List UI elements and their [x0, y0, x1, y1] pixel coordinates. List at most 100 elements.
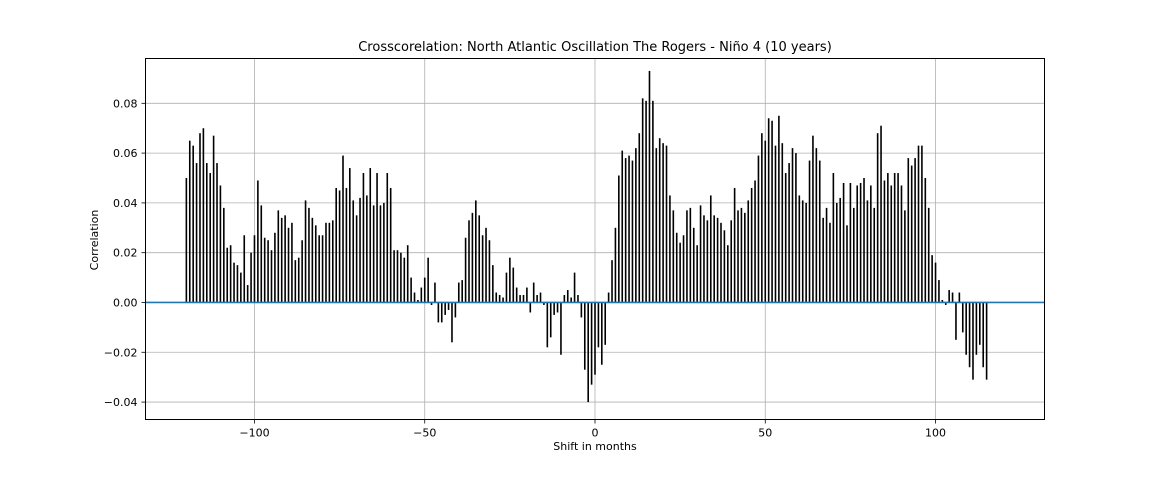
bar — [430, 302, 433, 305]
bar — [427, 257, 429, 303]
bar — [904, 210, 906, 303]
bar — [863, 178, 865, 303]
bar — [818, 160, 821, 303]
bar — [771, 120, 773, 303]
bar — [509, 257, 511, 303]
bar — [805, 202, 807, 303]
bar — [505, 272, 508, 303]
bar — [423, 277, 426, 303]
bar — [846, 225, 848, 303]
bar — [400, 252, 402, 303]
y-tick-label: −0.04 — [104, 396, 138, 409]
bar — [985, 302, 988, 380]
bar — [686, 210, 688, 303]
bar — [546, 302, 549, 348]
bar — [876, 133, 879, 303]
bar — [277, 210, 280, 303]
bar — [944, 302, 947, 305]
bar — [199, 133, 201, 303]
bar — [604, 302, 607, 345]
bar — [808, 160, 811, 303]
bar — [345, 187, 348, 303]
bar — [495, 292, 498, 303]
bar — [982, 302, 985, 368]
bar — [611, 260, 613, 303]
bar — [767, 118, 770, 303]
bar — [692, 227, 695, 303]
bar — [570, 297, 572, 303]
bar — [577, 295, 579, 303]
bar — [471, 212, 474, 303]
bar — [447, 302, 450, 310]
y-tick-label: 0.00 — [113, 296, 138, 309]
bar — [859, 182, 862, 303]
bar — [226, 247, 229, 303]
bar — [747, 200, 750, 303]
bar — [689, 207, 692, 303]
bar — [924, 178, 927, 303]
bar — [291, 222, 293, 303]
bar — [417, 299, 419, 303]
bar — [461, 280, 463, 303]
bar — [720, 222, 722, 303]
bar — [938, 280, 940, 303]
bar — [515, 287, 518, 303]
bar — [338, 190, 341, 303]
bar — [185, 178, 188, 303]
bar — [192, 145, 194, 303]
bar — [853, 207, 855, 303]
bar — [216, 163, 218, 303]
bar — [910, 165, 913, 303]
bar — [842, 182, 845, 303]
x-tick-label: 100 — [925, 427, 946, 440]
bar — [413, 292, 416, 303]
bar — [280, 217, 283, 303]
bar — [618, 175, 620, 303]
bar — [662, 143, 664, 303]
bar — [454, 302, 457, 318]
bar — [325, 222, 327, 303]
bar — [257, 180, 259, 303]
bar — [972, 302, 974, 380]
y-tick-label: 0.06 — [113, 147, 138, 160]
bar — [665, 145, 668, 303]
bar — [744, 212, 746, 303]
bar — [815, 148, 818, 303]
bar — [801, 200, 804, 303]
y-tick-label: 0.02 — [113, 247, 138, 260]
bar — [590, 302, 593, 385]
bar — [730, 220, 733, 303]
y-tick-label: 0.08 — [113, 97, 138, 110]
bar — [481, 235, 484, 303]
bar — [740, 207, 743, 303]
bar — [825, 207, 828, 303]
bar — [754, 180, 756, 303]
bar — [488, 240, 491, 303]
bar — [628, 155, 630, 303]
bar — [921, 145, 923, 303]
bar — [260, 205, 263, 303]
bar — [706, 220, 709, 303]
bar — [475, 200, 477, 303]
bar — [233, 262, 235, 303]
bar — [675, 232, 678, 303]
bar — [761, 133, 763, 303]
bar — [478, 215, 481, 303]
bar — [601, 302, 603, 365]
bar — [308, 207, 310, 303]
bar — [362, 173, 365, 303]
bar — [655, 148, 658, 303]
bar — [890, 185, 893, 303]
bar — [652, 100, 654, 303]
bar — [314, 225, 317, 303]
bar — [641, 98, 644, 303]
bar — [907, 158, 910, 303]
bar — [386, 173, 389, 303]
bar — [253, 235, 256, 303]
bar — [737, 210, 739, 303]
bar — [931, 255, 933, 303]
bar — [968, 302, 971, 368]
bar — [822, 217, 824, 303]
x-axis-label: Shift in months — [553, 440, 637, 453]
bar — [485, 227, 487, 303]
